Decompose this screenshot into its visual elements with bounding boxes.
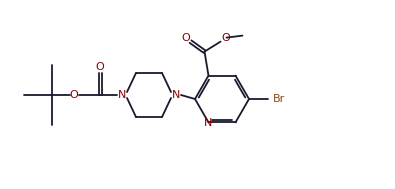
Text: N: N xyxy=(172,90,180,100)
Text: O: O xyxy=(70,90,78,100)
Text: O: O xyxy=(221,33,230,43)
Text: Br: Br xyxy=(273,94,285,104)
Text: O: O xyxy=(96,62,104,72)
Text: O: O xyxy=(181,33,190,43)
Text: N: N xyxy=(118,90,126,100)
Text: N: N xyxy=(204,118,213,128)
